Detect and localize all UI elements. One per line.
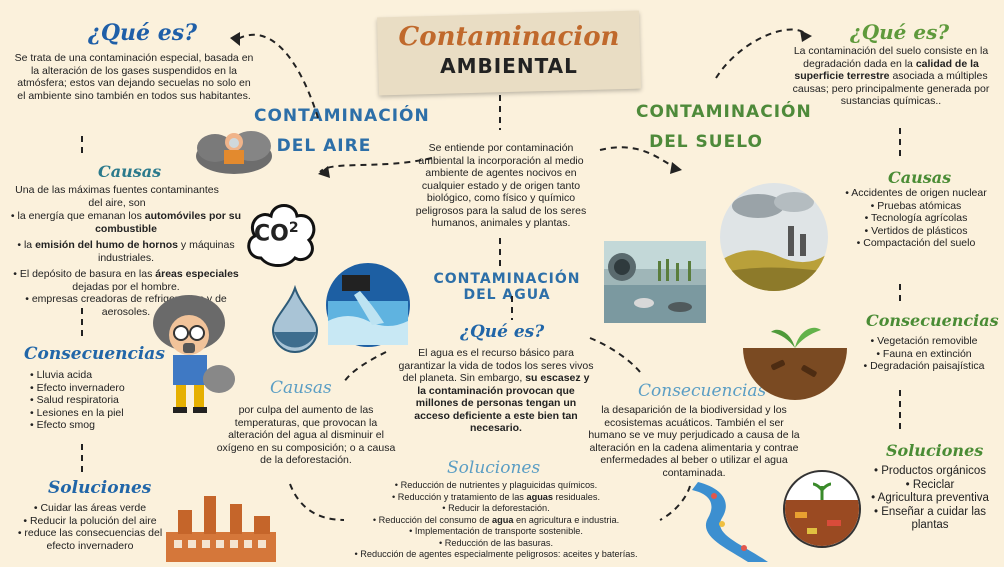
suelo-soluciones-title: Soluciones xyxy=(886,441,984,460)
list-item: • Degradación paisajística xyxy=(863,360,985,372)
list-item: • la emisión del humo de hornos y máquin… xyxy=(17,239,235,264)
river-trash-icon xyxy=(692,482,768,562)
aire-consecuencias-title: Consecuencias xyxy=(24,344,165,364)
aire-causas-intro: Una de las máximas fuentes contaminantes… xyxy=(15,184,219,209)
agua-causas-title: Causas xyxy=(270,378,332,398)
aire-causas-title: Causas xyxy=(98,162,162,181)
list-item: • Lluvia acida xyxy=(30,369,93,381)
title-line-2: AMBIENTAL xyxy=(440,54,578,78)
suelo-soluciones-list: • Productos orgánicos • Reciclar • Agric… xyxy=(860,465,1000,533)
list-item: • Reducción de las basuras. xyxy=(438,537,554,548)
list-item: • Implementación de transporte sostenibl… xyxy=(409,526,583,536)
list-item: • Agricultura preventiva xyxy=(871,492,989,504)
factory-icon xyxy=(166,496,276,562)
title-line-1: Contaminacion xyxy=(398,22,620,52)
soil-plastic-icon xyxy=(743,327,847,400)
list-item: • Vegetación removible xyxy=(870,335,978,347)
suelo-causas-list: • Accidentes de origen nuclear • Pruebas… xyxy=(836,187,996,250)
list-item: • Tecnología agrícolas xyxy=(864,212,968,224)
suelo-causas-title: Causas xyxy=(888,168,952,187)
list-item: • Efecto smog xyxy=(30,419,95,431)
list-item: • Cuidar las áreas verde xyxy=(33,502,147,514)
suelo-que-es-text: La contaminación del suelo consiste en l… xyxy=(792,45,990,107)
agua-causas-text: por culpa del aumento de las temperatura… xyxy=(216,404,396,466)
soil-garbage-icon xyxy=(783,470,861,548)
suelo-consecuencias-title: Consecuencias xyxy=(866,311,999,330)
list-item: • Reciclar xyxy=(905,478,955,491)
gas-mask-person-icon xyxy=(153,295,235,413)
list-item: • Vertidos de plásticos xyxy=(864,224,968,237)
agua-que-es-text: El agua es el recurso básico para garant… xyxy=(398,347,594,434)
agua-consecuencias-text: la desaparición de la biodiversidad y lo… xyxy=(588,404,800,479)
list-item: • Productos orgánicos xyxy=(873,465,987,477)
list-item: • El depósito de basura en las áreas esp… xyxy=(13,268,239,293)
list-item: • Reducción del consumo de agua en agric… xyxy=(372,514,620,525)
list-item: • reduce las consecuencias del efecto in… xyxy=(17,527,163,552)
water-drop-icon xyxy=(271,284,319,353)
list-item: • Reducir la deforestación. xyxy=(442,503,550,513)
suelo-section-title-1: CONTAMINACIÓN xyxy=(636,102,812,122)
suelo-que-es-title: ¿Qué es? xyxy=(850,20,950,44)
list-item: • Reducción de nutrientes y plaguicidas … xyxy=(394,480,598,490)
list-item: • Pruebas atómicas xyxy=(870,199,962,212)
co2-label: CO2 xyxy=(254,220,299,247)
list-item: • Compactación del suelo xyxy=(856,237,976,249)
polluted-river-image xyxy=(604,241,706,323)
list-item: • Enseñar a cuidar las plantas xyxy=(873,505,987,532)
co2-cloud-icon xyxy=(247,204,316,267)
pipe-water-icon xyxy=(326,263,410,347)
intro-text: Se entiende por contaminación ambiental … xyxy=(415,142,587,229)
aire-que-es-title: ¿Qué es? xyxy=(88,20,197,46)
list-item: • Reducción y tratamiento de las aguas r… xyxy=(391,491,601,502)
agua-soluciones-list: • Reducción de nutrientes y plaguicidas … xyxy=(326,480,666,561)
aire-soluciones-title: Soluciones xyxy=(48,478,152,498)
agua-consecuencias-title: Consecuencias xyxy=(638,381,767,401)
agua-que-es-title: ¿Qué es? xyxy=(460,322,545,342)
list-item: • la energía que emanan los automóviles … xyxy=(10,210,242,235)
list-item: • Accidentes de origen nuclear xyxy=(845,187,987,199)
suelo-section-title-2: DEL SUELO xyxy=(649,132,763,152)
suelo-consecuencias-list: • Vegetación removible • Fauna en extinc… xyxy=(856,335,992,373)
list-item: • Lesiones en la piel xyxy=(30,406,124,419)
list-item: • Reducción de agentes especialmente pel… xyxy=(354,549,638,559)
smog-cloud-icon xyxy=(196,131,272,174)
list-item: • Fauna en extinción xyxy=(876,347,972,360)
aire-soluciones-list: • Cuidar las áreas verde • Reducir la po… xyxy=(10,502,170,552)
aire-section-title-1: CONTAMINACIÓN xyxy=(254,106,430,126)
aire-que-es-text: Se trata de una contaminación especial, … xyxy=(14,52,254,102)
aire-section-title-2: DEL AIRE xyxy=(276,136,372,156)
aire-consecuencias-list: • Lluvia acida • Efecto invernadero • Sa… xyxy=(30,369,160,432)
list-item: • Salud respiratoria xyxy=(30,394,119,406)
agua-section-title: CONTAMINACIÓN DEL AGUA xyxy=(433,271,581,303)
list-item: • Reducir la polución del aire xyxy=(23,514,157,527)
list-item: • Efecto invernadero xyxy=(30,381,125,394)
polluted-landscape-icon xyxy=(720,183,828,291)
agua-soluciones-title: Soluciones xyxy=(447,458,541,478)
